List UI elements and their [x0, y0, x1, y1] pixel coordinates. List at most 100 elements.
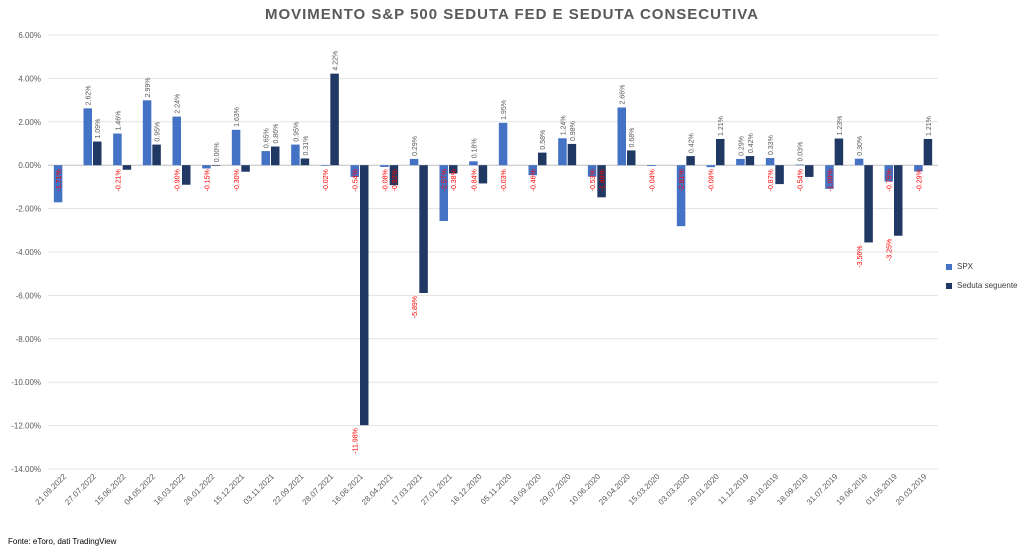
data-label-negative: -0.15%	[204, 169, 211, 191]
bar-seduta-seguente	[360, 165, 369, 426]
bar-spx	[113, 133, 122, 166]
data-label-negative: -0.21%	[115, 169, 122, 191]
data-label-negative: -0.75%	[887, 169, 894, 191]
data-label: 0.68%	[629, 128, 636, 148]
bar-spx	[202, 165, 211, 169]
data-label: 4.22%	[333, 51, 340, 71]
bar-spx	[142, 100, 152, 166]
source-note: Fonte: eToro, dati TradingView	[8, 537, 117, 546]
data-label-negative: -0.46%	[531, 169, 538, 191]
y-tick-label: -10.00%	[11, 378, 41, 387]
legend-item-spx: SPX	[946, 262, 973, 271]
y-tick-label: -14.00%	[11, 465, 41, 474]
bar-seduta-seguente	[300, 158, 310, 166]
data-label: 0.42%	[748, 133, 755, 153]
bar-seduta-seguente	[716, 138, 725, 166]
data-label: 0.31%	[303, 136, 310, 156]
data-label-negative: -0.92%	[392, 169, 399, 191]
bar-spx	[291, 144, 300, 166]
bar-spx	[765, 158, 775, 166]
data-label-negative: -0.08%	[382, 169, 389, 191]
legend-swatch-spx	[946, 263, 952, 270]
bar-spx	[498, 122, 508, 166]
bar-seduta-seguente	[567, 143, 577, 166]
bar-spx	[380, 165, 389, 167]
bar-spx	[617, 107, 626, 166]
data-label-negative: -2.57%	[442, 169, 449, 191]
data-label-negative: -0.54%	[798, 169, 805, 191]
data-label: 2.62%	[86, 85, 93, 105]
y-tick-label: -6.00%	[16, 291, 41, 300]
bar-seduta-seguente	[686, 156, 695, 166]
y-tick-label: 6.00%	[18, 31, 41, 40]
data-label-negative: -0.53%	[590, 169, 597, 191]
data-label: 1.23%	[837, 116, 844, 136]
bar-spx	[320, 165, 330, 166]
bar-seduta-seguente	[182, 165, 191, 185]
bar-spx	[409, 158, 419, 166]
bar-spx	[53, 165, 63, 203]
bar-seduta-seguente	[834, 138, 844, 166]
bar-seduta-seguente	[241, 165, 250, 172]
bars	[53, 73, 933, 426]
data-label: 0.58%	[540, 130, 547, 150]
bar-spx	[795, 164, 804, 166]
bar-seduta-seguente	[271, 146, 280, 166]
x-tick-label: 16.12.2020	[449, 472, 484, 507]
bar-spx	[231, 129, 241, 166]
data-label: 0.95%	[293, 122, 300, 142]
data-label-negative: -2.81%	[679, 169, 686, 191]
bar-seduta-seguente	[330, 73, 339, 166]
data-label: 1.21%	[926, 116, 933, 136]
data-labels: 2.62% 1.46% 2.99% 2.24% 1.63% 0.65% 0.95% 0.29%…	[56, 51, 933, 454]
data-label-negative: -3.56%	[857, 245, 864, 267]
data-label-negative: -0.38%	[451, 169, 458, 191]
data-label: 0.00%	[214, 142, 221, 162]
bar-spx	[83, 108, 92, 166]
bar-spx	[528, 165, 537, 176]
bar-seduta-seguente	[211, 165, 221, 166]
legend-label-seduta-seguente: Seduta seguente	[957, 281, 1018, 290]
bar-spx	[825, 165, 834, 189]
y-tick-label: 4.00%	[18, 74, 41, 83]
x-tick-label: 20.03.2019	[894, 472, 929, 507]
bar-seduta-seguente	[419, 165, 428, 294]
chart-title: MOVIMENTO S&P 500 SEDUTA FED E SEDUTA CO…	[264, 6, 760, 23]
gridlines	[48, 34, 938, 470]
bar-seduta-seguente	[597, 165, 606, 198]
bar-spx	[676, 165, 686, 227]
data-label-negative: -5.89%	[412, 296, 419, 318]
data-label: 1.95%	[501, 100, 508, 120]
bar-seduta-seguente	[627, 150, 636, 166]
data-label-negative: -0.90%	[175, 169, 182, 191]
x-tick-label: 29.01.2020	[686, 472, 721, 507]
bar-seduta-seguente	[745, 156, 755, 166]
data-label: 0.18%	[471, 138, 478, 158]
data-label-negative: -0.29%	[916, 169, 923, 191]
data-label-negative: -1.09%	[827, 169, 834, 191]
bar-spx	[469, 161, 478, 166]
data-label-negative: -0.02%	[323, 169, 330, 191]
data-label: 0.65%	[264, 128, 271, 148]
data-label: 1.24%	[560, 115, 567, 135]
bar-seduta-seguente	[152, 144, 161, 166]
data-label: 2.99%	[145, 77, 152, 97]
data-label: 0.95%	[155, 122, 162, 142]
bar-seduta-seguente	[93, 141, 102, 166]
data-label: 0.29%	[412, 136, 419, 156]
y-tick-label: -2.00%	[16, 205, 41, 214]
bar-spx	[914, 165, 923, 172]
bar-spx	[854, 158, 864, 166]
data-label-negative: -0.04%	[649, 169, 656, 191]
data-label-negative: -11.98%	[353, 428, 360, 454]
data-label-negative: -0.84%	[471, 169, 478, 191]
bar-seduta-seguente	[478, 165, 488, 184]
bar-spx	[736, 158, 745, 166]
bar-seduta-seguente	[923, 138, 933, 166]
y-tick-label: -8.00%	[16, 335, 41, 344]
data-label-negative: -0.03%	[501, 169, 508, 191]
bar-seduta-seguente	[894, 165, 903, 236]
bar-seduta-seguente	[775, 165, 784, 185]
bar-spx	[350, 165, 359, 177]
data-label: 0.30%	[857, 136, 864, 156]
